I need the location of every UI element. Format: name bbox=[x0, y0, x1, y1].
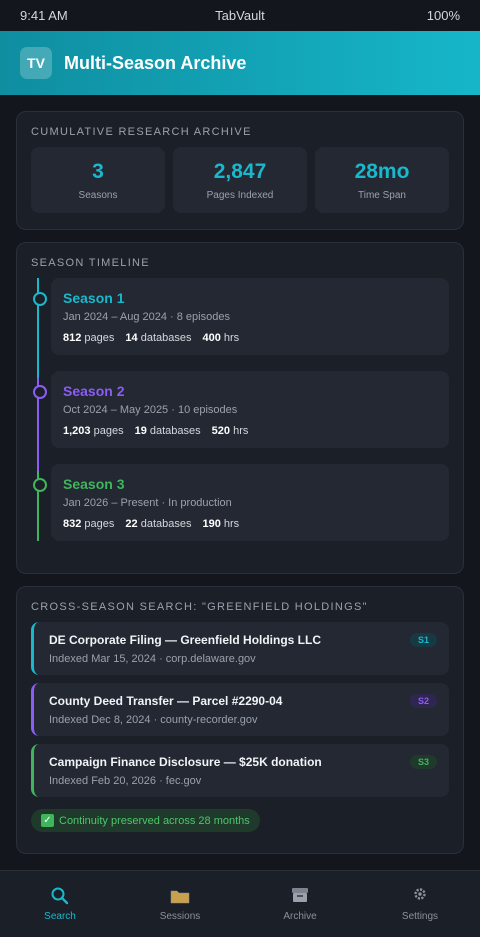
continuity-text: Continuity preserved across 28 months bbox=[59, 814, 250, 827]
season-dates: Jan 2024 – Aug 2024 · 8 episodes bbox=[63, 311, 230, 323]
tab-search[interactable]: Search bbox=[0, 871, 120, 937]
result-meta: Indexed Dec 8, 2024 · county-recorder.go… bbox=[49, 714, 258, 726]
season-hours: 400 bbox=[202, 332, 221, 344]
season-databases: 19 bbox=[134, 425, 147, 437]
search-title: CROSS-SEASON SEARCH: "GREENFIELD HOLDING… bbox=[31, 601, 368, 613]
result-title: Campaign Finance Disclosure — $25K donat… bbox=[49, 755, 322, 769]
continuity-badge: ✓ Continuity preserved across 28 months bbox=[31, 809, 260, 832]
search-result-item[interactable]: Campaign Finance Disclosure — $25K donat… bbox=[31, 744, 449, 797]
tab-sessions[interactable]: Sessions bbox=[120, 871, 240, 937]
page-title: Multi-Season Archive bbox=[64, 52, 247, 73]
app-header: TV Multi-Season Archive bbox=[0, 31, 480, 95]
app-logo: TV bbox=[20, 47, 52, 79]
timeline-title: SEASON TIMELINE bbox=[31, 257, 150, 269]
season-pages-label: pages bbox=[84, 332, 115, 344]
status-bar: 9:41 AM TabVault 100% bbox=[0, 0, 480, 31]
season-dates: Jan 2026 – Present · In production bbox=[63, 497, 232, 509]
gear-icon bbox=[412, 886, 428, 906]
timeline-dot bbox=[33, 385, 47, 399]
season-hours: 190 bbox=[202, 518, 221, 530]
season-timeline: Season 1 Jan 2024 – Aug 2024 · 8 episode… bbox=[31, 278, 449, 541]
summary-card: CUMULATIVE RESEARCH ARCHIVE 3 Seasons 2,… bbox=[16, 111, 464, 230]
stat-time-span: 28mo Time Span bbox=[315, 147, 449, 213]
season-pages-label: pages bbox=[84, 518, 115, 530]
result-title: County Deed Transfer — Parcel #2290-04 bbox=[49, 694, 283, 708]
season-stats: 812 pages 14 databases 400 hrs bbox=[63, 332, 437, 344]
season-badge: S2 bbox=[409, 694, 437, 708]
season-stats: 832 pages 22 databases 190 hrs bbox=[63, 518, 437, 530]
stat-value: 2,847 bbox=[213, 159, 267, 183]
season-hours-label: hrs bbox=[223, 332, 240, 344]
season-databases: 22 bbox=[125, 518, 138, 530]
season-card-2[interactable]: Season 2 Oct 2024 – May 2025 · 10 episod… bbox=[33, 371, 449, 448]
season-badge: S3 bbox=[409, 755, 437, 769]
season-pages: 812 bbox=[63, 332, 82, 344]
timeline-line-segment bbox=[37, 378, 39, 471]
season-dates: Oct 2024 – May 2025 · 10 episodes bbox=[63, 404, 238, 416]
tab-archive[interactable]: Archive bbox=[240, 871, 360, 937]
season-databases-label: databases bbox=[140, 518, 192, 530]
timeline-card: SEASON TIMELINE Season 1 Jan 2024 – Aug … bbox=[16, 242, 464, 574]
stat-value: 3 bbox=[92, 159, 104, 183]
season-hours-label: hrs bbox=[223, 518, 240, 530]
stat-label: Time Span bbox=[358, 189, 406, 201]
tab-label: Archive bbox=[283, 911, 317, 922]
season-pages-label: pages bbox=[93, 425, 124, 437]
timeline-line-segment bbox=[37, 278, 39, 378]
season-name: Season 2 bbox=[63, 383, 125, 399]
summary-title: CUMULATIVE RESEARCH ARCHIVE bbox=[31, 126, 252, 138]
tab-label: Sessions bbox=[159, 911, 201, 922]
season-card-1[interactable]: Season 1 Jan 2024 – Aug 2024 · 8 episode… bbox=[33, 278, 449, 355]
timeline-dot bbox=[33, 292, 47, 306]
timeline-dot bbox=[33, 478, 47, 492]
result-title: DE Corporate Filing — Greenfield Holding… bbox=[49, 633, 322, 647]
search-card: CROSS-SEASON SEARCH: "GREENFIELD HOLDING… bbox=[16, 586, 464, 854]
season-databases: 14 bbox=[125, 332, 138, 344]
season-hours-label: hrs bbox=[233, 425, 249, 437]
stats-row: 3 Seasons 2,847 Pages Indexed 28mo Time … bbox=[31, 147, 449, 213]
season-hours: 520 bbox=[211, 425, 231, 437]
season-databases-label: databases bbox=[149, 425, 201, 437]
tab-bar: Search Sessions Archive Settings bbox=[0, 870, 480, 937]
season-badge: S1 bbox=[409, 633, 437, 647]
stat-value: 28mo bbox=[354, 159, 410, 183]
folder-icon bbox=[169, 886, 191, 906]
status-battery: 100% bbox=[426, 8, 460, 23]
tab-label: Settings bbox=[401, 911, 439, 922]
season-card-3[interactable]: Season 3 Jan 2026 – Present · In product… bbox=[33, 464, 449, 541]
tab-settings[interactable]: Settings bbox=[360, 871, 480, 937]
stat-label: Pages Indexed bbox=[206, 189, 274, 201]
result-meta: Indexed Mar 15, 2024 · corp.delaware.gov bbox=[49, 653, 256, 665]
tab-label: Search bbox=[44, 911, 76, 922]
archive-icon bbox=[290, 886, 310, 906]
season-name: Season 1 bbox=[63, 290, 125, 306]
search-result-item[interactable]: County Deed Transfer — Parcel #2290-04 I… bbox=[31, 683, 449, 736]
search-icon bbox=[50, 886, 70, 906]
stat-seasons: 3 Seasons bbox=[31, 147, 165, 213]
search-result-item[interactable]: DE Corporate Filing — Greenfield Holding… bbox=[31, 622, 449, 675]
stat-label: Seasons bbox=[78, 189, 118, 201]
timeline-line-segment bbox=[37, 471, 39, 541]
season-pages: 1,203 bbox=[63, 425, 91, 437]
season-pages: 832 bbox=[63, 518, 82, 530]
status-carrier: TabVault bbox=[215, 8, 265, 23]
checkmark-icon: ✓ bbox=[41, 814, 54, 827]
stat-pages-indexed: 2,847 Pages Indexed bbox=[173, 147, 307, 213]
season-name: Season 3 bbox=[63, 476, 125, 492]
season-stats: 1,203 pages 19 databases 520 hrs bbox=[63, 425, 437, 437]
result-meta: Indexed Feb 20, 2026 · fec.gov bbox=[49, 775, 202, 787]
status-time: 9:41 AM bbox=[20, 8, 68, 23]
season-databases-label: databases bbox=[140, 332, 192, 344]
